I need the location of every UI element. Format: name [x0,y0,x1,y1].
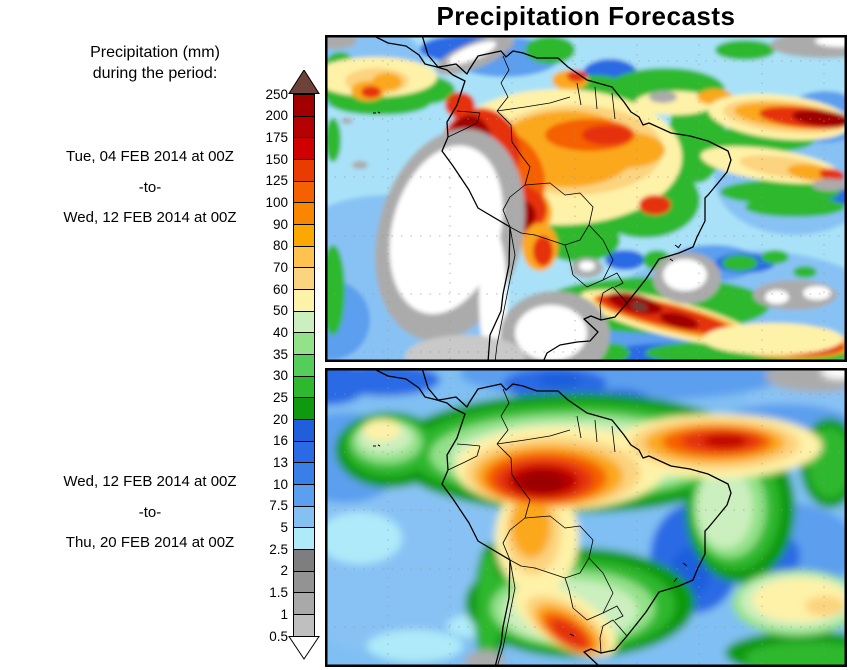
colorbar-label: 0.5 [269,628,288,644]
colorbar-segment-1.5 [294,593,314,616]
colorbar-bar [293,94,315,638]
colorbar-segment-13 [294,463,314,486]
colorbar-segment-1 [294,615,314,637]
colorbar-segment-2 [294,571,314,594]
colorbar-label: 100 [265,194,288,210]
colorbar-label: 1 [280,606,288,622]
colorbar-segment-125 [294,181,314,204]
map-panel-2 [325,368,847,667]
colorbar-segment-5 [294,528,314,551]
period-2-to: Thu, 20 FEB 2014 at 00Z [65,534,235,551]
colorbar-label: 5 [280,520,288,536]
colorbar-label: 13 [272,455,288,471]
colorbar-segment-50 [294,311,314,334]
colorbar-segment-30 [294,376,314,399]
colorbar-label: 2 [280,563,288,579]
map-frame-1 [325,35,847,362]
colorbar-segment-7.5 [294,506,314,529]
colorbar-label: 2.5 [269,541,288,557]
colorbar-segment-70 [294,268,314,291]
colorbar-label: 35 [272,346,288,362]
map-frame-2 [325,368,847,667]
colorbar-label: 90 [272,216,288,232]
period-1-from: Tue, 04 FEB 2014 at 00Z [66,148,234,165]
colorbar-label: 25 [272,390,288,406]
colorbar-label: 7.5 [269,498,288,514]
colorbar-segment-250 [294,95,314,117]
period-1-separator: -to- [138,178,162,196]
colorbar-segment-2.5 [294,550,314,572]
colorbar-label: 1.5 [269,585,288,601]
colorbar-label: 20 [272,411,288,427]
legend-title-line1: Precipitation (mm) [90,44,220,61]
period-block-2: Wed, 12 FEB 2014 at 00Z -to- Thu, 20 FEB… [15,467,285,559]
legend-title: Precipitation (mm) during the period: [30,42,280,84]
map-panel-1 [325,35,847,362]
colorbar-segment-100 [294,203,314,226]
legend-title-line2: during the period: [92,65,218,82]
colorbar-label: 70 [272,259,288,275]
precip-map-2 [325,368,847,667]
period-1-to: Wed, 12 FEB 2014 at 00Z [63,209,237,226]
precip-map-1 [325,35,847,362]
page-title: Precipitation Forecasts [436,1,736,31]
colorbar-segment-16 [294,441,314,464]
colorbar-arrow-up-icon [288,70,320,94]
colorbar-label: 125 [265,173,288,189]
colorbar-label: 50 [272,303,288,319]
period-block-1: Tue, 04 FEB 2014 at 00Z -to- Wed, 12 FEB… [15,142,285,234]
colorbar-segment-40 [294,333,314,356]
colorbar-segment-80 [294,246,314,269]
coastline-2 [371,368,732,667]
colorbar-label: 30 [272,368,288,384]
colorbar-segment-200 [294,116,314,139]
colorbar-segment-60 [294,290,314,312]
coastline-1 [371,35,732,362]
colorbar-arrow-down-icon [288,636,320,660]
colorbar-label: 16 [272,433,288,449]
colorbar-segment-10 [294,485,314,507]
colorbar-label: 250 [265,86,288,102]
colorbar-segment-90 [294,225,314,247]
period-2-from: Wed, 12 FEB 2014 at 00Z [63,473,237,490]
colorbar-label: 40 [272,324,288,340]
colorbar-label: 10 [272,476,288,492]
precip-field-1 [325,35,847,362]
colorbar: 250 200 175 150 125 100 90 80 70 60 50 40 35 30 25 20 16… [238,70,328,664]
colorbar-label: 175 [265,129,288,145]
colorbar-label: 80 [272,238,288,254]
colorbar-label: 150 [265,151,288,167]
period-2-separator: -to- [138,503,162,521]
colorbar-segment-25 [294,398,314,421]
colorbar-segment-150 [294,160,314,182]
colorbar-label: 60 [272,281,288,297]
colorbar-label: 200 [265,108,288,124]
colorbar-segment-20 [294,420,314,442]
colorbar-segment-35 [294,355,314,377]
precip-field-2 [325,368,847,667]
colorbar-segment-175 [294,138,314,161]
